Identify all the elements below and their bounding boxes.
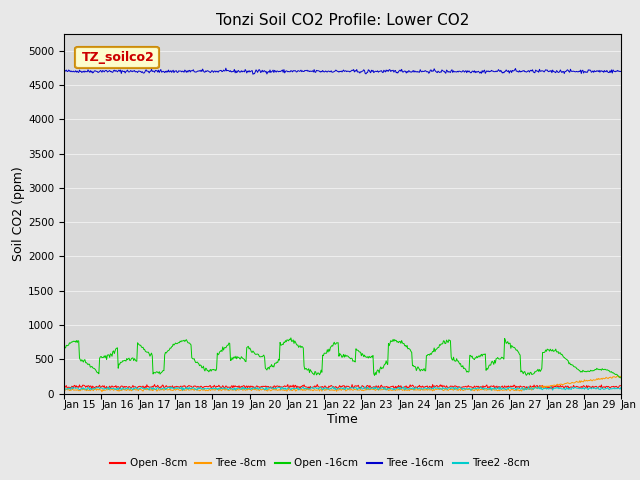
Y-axis label: Soil CO2 (ppm): Soil CO2 (ppm) (12, 166, 25, 261)
Open -8cm (70, 383, 78, 388)
Tree2 -8cm (214, 385, 222, 391)
Tree -16cm (249, 72, 257, 77)
Tree -8cm (411, 386, 419, 392)
Tree2 -8cm (185, 386, 193, 392)
Open -8cm (128, 384, 136, 390)
Open -8cm (314, 382, 321, 387)
Line: Tree -8cm: Tree -8cm (64, 376, 621, 392)
Open -16cm (127, 356, 135, 361)
Line: Open -16cm: Open -16cm (64, 338, 621, 378)
Legend: Open -8cm, Tree -8cm, Open -16cm, Tree -16cm, Tree2 -8cm: Open -8cm, Tree -8cm, Open -16cm, Tree -… (106, 454, 534, 472)
Tree -16cm (70, 69, 78, 75)
Tree2 -8cm (617, 385, 625, 391)
Open -16cm (617, 375, 625, 381)
Line: Tree -16cm: Tree -16cm (64, 68, 621, 74)
X-axis label: Time: Time (327, 413, 358, 426)
Open -8cm (412, 384, 419, 390)
Open -16cm (287, 335, 295, 341)
Open -8cm (116, 386, 124, 392)
Open -16cm (70, 338, 78, 344)
Tree -16cm (617, 69, 625, 74)
Tree -16cm (184, 69, 192, 75)
Tree2 -8cm (329, 384, 337, 389)
Open -16cm (428, 352, 435, 358)
Tree2 -8cm (127, 385, 135, 391)
Tree -16cm (127, 68, 135, 74)
Open -8cm (60, 384, 68, 390)
Tree -8cm (128, 387, 136, 393)
Tree -16cm (412, 69, 419, 74)
Tree -16cm (222, 65, 230, 71)
Tree -8cm (614, 373, 621, 379)
Open -16cm (184, 340, 192, 346)
Tree -8cm (617, 373, 625, 379)
Tree -16cm (214, 68, 221, 74)
Open -16cm (411, 363, 419, 369)
Tree -8cm (185, 387, 193, 393)
Tree -8cm (428, 386, 435, 392)
Tree -8cm (98, 389, 106, 395)
Tree2 -8cm (70, 385, 78, 391)
Open -8cm (617, 383, 625, 389)
Tree2 -8cm (428, 386, 436, 392)
Open -16cm (214, 350, 221, 356)
Line: Open -8cm: Open -8cm (64, 384, 621, 389)
Tree -16cm (60, 68, 68, 74)
Open -16cm (60, 347, 68, 352)
Tree -16cm (428, 69, 436, 74)
Tree2 -8cm (179, 387, 186, 393)
Legend: TZ_soilco2: TZ_soilco2 (76, 47, 159, 68)
Tree2 -8cm (412, 385, 419, 391)
Line: Tree2 -8cm: Tree2 -8cm (64, 386, 621, 390)
Title: Tonzi Soil CO2 Profile: Lower CO2: Tonzi Soil CO2 Profile: Lower CO2 (216, 13, 469, 28)
Open -8cm (214, 384, 222, 389)
Tree2 -8cm (60, 386, 68, 392)
Open -8cm (185, 383, 193, 388)
Tree -8cm (70, 387, 78, 393)
Tree -8cm (214, 386, 222, 392)
Open -8cm (428, 386, 436, 392)
Tree -8cm (60, 387, 68, 393)
